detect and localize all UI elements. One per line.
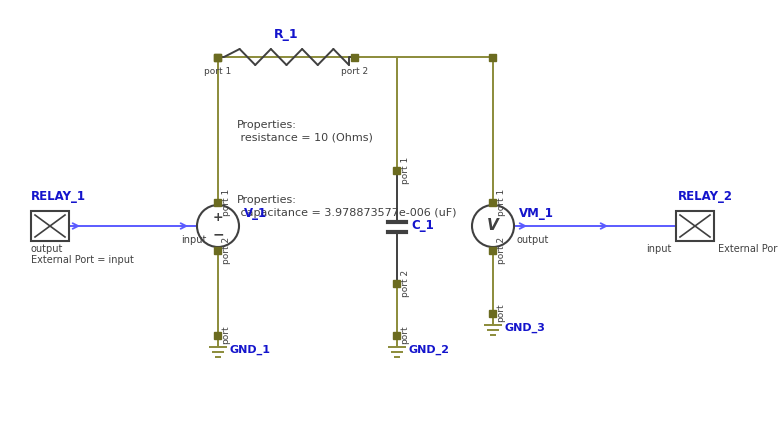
Text: R_1: R_1	[274, 28, 299, 41]
Text: port 2: port 2	[401, 269, 410, 296]
Text: port 1: port 1	[401, 157, 410, 183]
Text: RELAY_1: RELAY_1	[31, 190, 86, 203]
Text: port 2: port 2	[497, 236, 506, 264]
Text: port 1: port 1	[497, 188, 506, 216]
Text: port: port	[400, 326, 409, 344]
Text: −: −	[212, 228, 224, 242]
Bar	[31, 211, 69, 241]
Bar	[676, 211, 714, 241]
Bar	[489, 310, 496, 317]
Text: External Port = output: External Port = output	[718, 244, 778, 254]
Text: port: port	[496, 304, 505, 322]
Text: VM_1: VM_1	[519, 208, 554, 220]
Bar	[352, 53, 359, 60]
Bar	[394, 167, 401, 173]
Text: RELAY_2: RELAY_2	[678, 190, 733, 203]
Text: Properties:: Properties:	[237, 195, 297, 205]
Text: GND_3: GND_3	[505, 323, 546, 333]
Text: output: output	[517, 235, 549, 245]
Text: C_1: C_1	[411, 220, 434, 232]
Text: resistance = 10 (Ohms): resistance = 10 (Ohms)	[237, 133, 373, 143]
Text: port 2: port 2	[342, 67, 369, 76]
Text: capacitance = 3.978873577e-006 (uF): capacitance = 3.978873577e-006 (uF)	[237, 208, 457, 218]
Text: port 1: port 1	[222, 188, 231, 216]
Text: port 2: port 2	[222, 236, 231, 264]
Text: V_1: V_1	[244, 208, 267, 220]
Text: port: port	[221, 326, 230, 344]
Bar	[394, 280, 401, 287]
Text: output: output	[31, 244, 63, 254]
Bar	[489, 53, 496, 60]
Text: GND_1: GND_1	[230, 345, 271, 355]
Bar	[215, 53, 222, 60]
Text: +: +	[212, 211, 223, 224]
Bar	[215, 198, 222, 206]
Bar	[394, 332, 401, 339]
Text: V: V	[487, 218, 499, 233]
Bar	[215, 332, 222, 339]
Text: Properties:: Properties:	[237, 120, 297, 130]
Bar	[489, 247, 496, 254]
Text: input: input	[646, 244, 671, 254]
Bar	[215, 53, 222, 60]
Bar	[215, 247, 222, 254]
Text: port 1: port 1	[205, 67, 232, 76]
Text: input: input	[181, 235, 207, 245]
Text: External Port = input: External Port = input	[31, 255, 134, 265]
Bar	[489, 198, 496, 206]
Text: GND_2: GND_2	[409, 345, 450, 355]
